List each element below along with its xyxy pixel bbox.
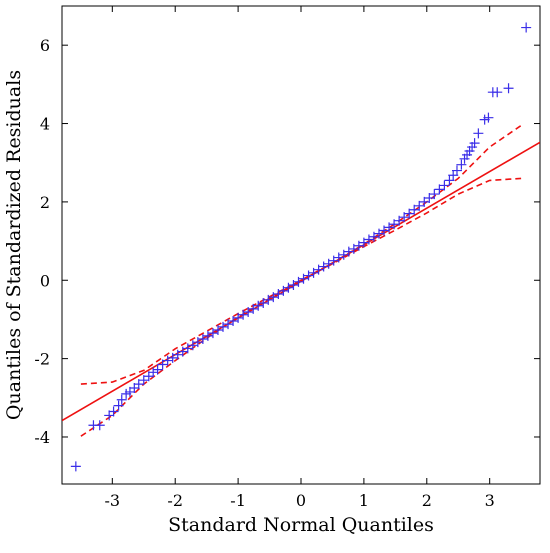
data-point [358,237,369,248]
data-point [116,394,127,405]
data-point [192,337,203,348]
data-point [353,240,364,251]
data-point [368,231,379,242]
data-point [303,270,314,281]
data-point [207,328,218,339]
data-point [473,128,484,139]
data-point [258,297,269,308]
data-point [263,294,274,305]
data-point [343,246,354,257]
data-point [202,330,213,341]
y-tick-label: 4 [40,115,50,134]
data-point [233,312,244,323]
data-point [521,22,532,33]
data-point [278,285,289,296]
data-point [444,175,455,186]
data-point [338,249,349,260]
x-axis-title: Standard Normal Quantiles [168,514,434,536]
data-point [228,316,239,327]
data-point [138,375,149,386]
data-point [409,204,420,215]
x-tick-label: 2 [422,491,432,510]
data-point [298,273,309,284]
data-point [293,276,304,287]
data-point [253,300,264,311]
data-point [456,159,467,170]
data-point [404,208,415,219]
lower-confidence-band [80,177,522,437]
x-tick-label: -1 [230,491,246,510]
x-tick-label: 3 [485,491,495,510]
data-point [113,400,124,411]
data-point [328,255,339,266]
data-point [414,200,425,211]
data-point [348,243,359,254]
plot-data [62,22,540,472]
data-point [318,261,329,272]
data-point [419,196,430,207]
axis-ticks: -3 -2 -1 0 1 2 3 -4 -2 0 2 4 6 [34,6,540,510]
data-point [273,288,284,299]
data-point [157,359,168,370]
y-axis-title: Quantiles of Standardized Residuals [3,70,25,420]
data-point [283,282,294,293]
data-point [177,346,188,357]
data-point [187,340,198,351]
data-point [333,252,344,263]
data-point [394,215,405,226]
data-point [434,184,445,195]
data-point [133,379,144,390]
data-point [248,303,259,314]
data-point [238,309,249,320]
data-point [389,219,400,230]
data-point [451,165,462,176]
data-point [399,212,410,223]
data-point [313,264,324,275]
data-point [197,334,208,345]
x-tick-label: 0 [296,491,306,510]
data-point [288,279,299,290]
data-point [483,112,494,123]
data-point [152,364,163,375]
y-tick-label: -4 [34,428,50,447]
data-point [429,189,440,200]
data-point [223,319,234,330]
data-point [492,87,503,98]
data-point [469,138,480,149]
data-point [70,461,81,472]
data-point [373,228,384,239]
data-point [503,83,514,94]
data-point [182,343,193,354]
data-point [323,258,334,269]
data-point [363,234,374,245]
data-point [108,406,119,417]
x-tick-label: 1 [359,491,369,510]
x-tick-label: -3 [105,491,121,510]
data-point [172,349,183,360]
upper-confidence-band [80,124,522,385]
y-tick-label: 6 [40,36,50,55]
data-point [162,355,173,366]
y-tick-label: 2 [40,193,50,212]
data-point [243,306,254,317]
data-point [218,321,229,332]
data-point [94,420,105,431]
data-point [424,192,435,203]
data-point [268,292,279,303]
data-point [212,325,223,336]
data-point [167,352,178,363]
x-tick-label: -2 [167,491,183,510]
plot-frame [61,5,541,485]
y-tick-label: 0 [40,271,50,290]
data-point [384,222,395,233]
data-point [439,180,450,191]
y-tick-label: -2 [34,350,50,369]
data-point [308,267,319,278]
data-point [379,225,390,236]
